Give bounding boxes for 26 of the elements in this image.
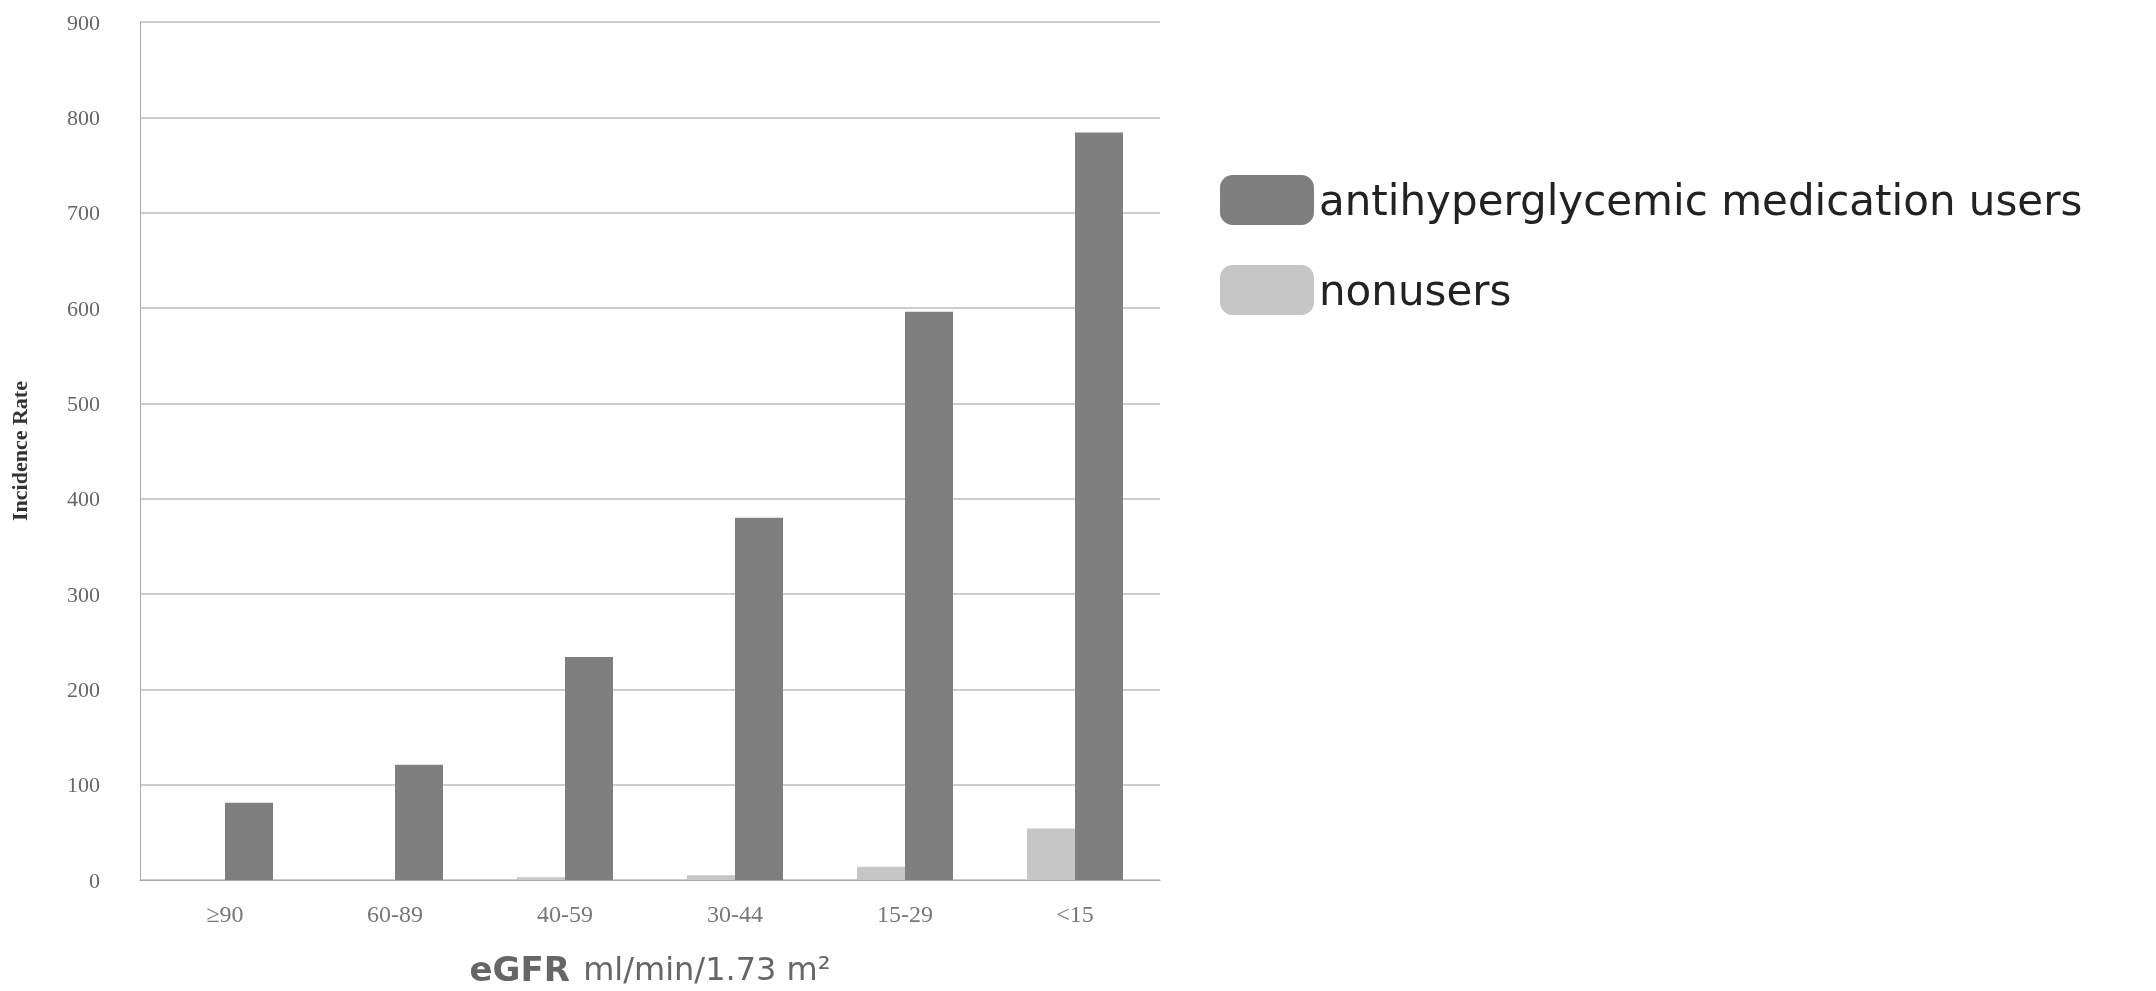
x-axis-title: eGFR ml/min/1.73 m² bbox=[469, 949, 831, 989]
legend-label: nonusers bbox=[1319, 265, 1512, 315]
y-tick-label: 800 bbox=[67, 104, 100, 130]
y-tick-label: 100 bbox=[67, 772, 100, 798]
bar bbox=[905, 311, 953, 880]
y-tick-label: 900 bbox=[67, 9, 100, 35]
bar bbox=[1075, 132, 1123, 880]
x-tick-label: 15-29 bbox=[877, 901, 933, 927]
y-axis-title: Incidence Rate bbox=[6, 380, 32, 521]
y-tick-label: 400 bbox=[67, 486, 100, 512]
y-tick-label: 700 bbox=[67, 200, 100, 226]
x-tick-label: <15 bbox=[1056, 901, 1094, 927]
y-tick-label: 600 bbox=[67, 295, 100, 321]
y-tick-label: 300 bbox=[67, 581, 100, 607]
bar bbox=[565, 656, 613, 880]
x-tick-label: ≥90 bbox=[206, 901, 244, 927]
y-tick-label: 200 bbox=[67, 676, 100, 702]
bar bbox=[735, 517, 783, 880]
x-tick-label: 40-59 bbox=[537, 901, 593, 927]
y-tick-label: 0 bbox=[89, 867, 100, 893]
bar bbox=[395, 764, 443, 880]
bar bbox=[225, 802, 273, 880]
y-tick-label: 500 bbox=[67, 390, 100, 416]
x-tick-label: 60-89 bbox=[367, 901, 423, 927]
x-tick-label: 30-44 bbox=[707, 901, 763, 927]
legend-label: antihyperglycemic medication users bbox=[1319, 175, 2083, 225]
